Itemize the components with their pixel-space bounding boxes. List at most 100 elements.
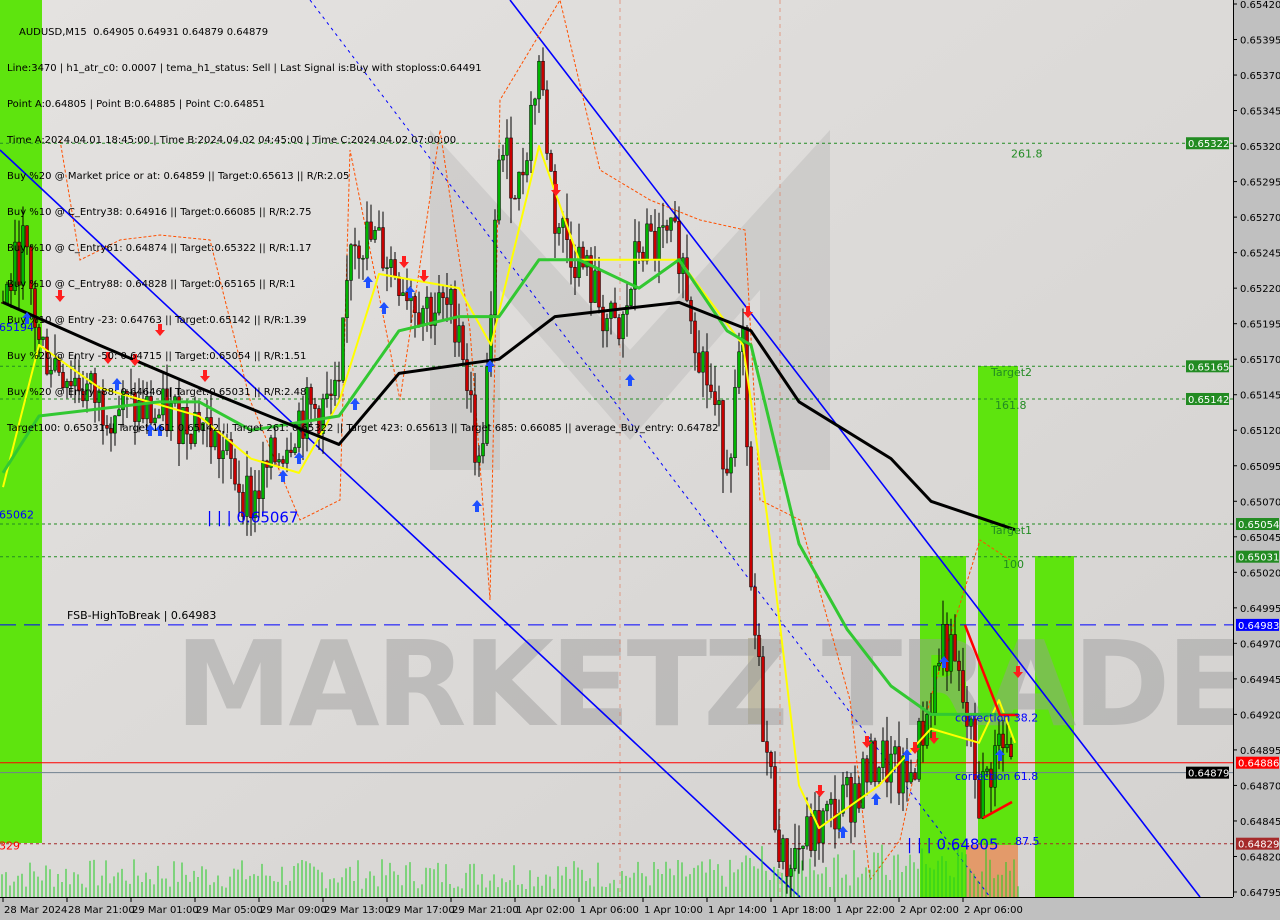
y-tick-label: 0.65295 <box>1240 178 1280 189</box>
candle-body <box>241 492 245 517</box>
envelope-line <box>59 0 1011 882</box>
candle-body <box>301 410 305 439</box>
info-line: Buy %10 @ C_Entry61: 0.64874 || Target:0… <box>7 243 312 254</box>
buy-arrow-icon <box>112 378 122 390</box>
candle-body <box>493 219 497 316</box>
green-ma-line <box>1 258 1015 716</box>
price-tag <box>1236 837 1279 850</box>
y-tick-label: 0.65170 <box>1240 355 1280 366</box>
candle-body <box>461 325 465 360</box>
candle-body <box>909 772 913 783</box>
y-tick-label: 0.65420 <box>1240 0 1280 11</box>
candle-body <box>937 662 941 667</box>
buy-arrow-icon <box>155 424 165 436</box>
sell-arrow-icon <box>1013 666 1023 678</box>
candle-body <box>469 390 473 396</box>
candle-body <box>829 798 833 805</box>
candle-body <box>181 407 185 444</box>
candle-body <box>105 425 109 429</box>
candle-body <box>809 816 813 851</box>
candle-body <box>353 244 357 247</box>
candle-body <box>901 755 905 794</box>
abc-pattern-line <box>963 624 1018 717</box>
candle-body <box>697 352 701 373</box>
y-tick-label: 0.65370 <box>1240 71 1280 82</box>
candle-body <box>889 753 893 783</box>
candle-body <box>73 377 77 387</box>
y-tick-label: 0.65320 <box>1240 142 1280 153</box>
price-tag <box>1186 137 1229 150</box>
candle-body <box>245 475 249 517</box>
chart-annotation: 329 <box>0 839 20 852</box>
candle-body <box>765 741 769 753</box>
candle-body <box>865 758 869 783</box>
info-line: Buy %10 @ C_Entry38: 0.64916 || Target:0… <box>7 207 312 218</box>
candle-body <box>673 217 677 222</box>
candle-body <box>629 289 633 306</box>
candle-body <box>369 221 373 240</box>
candle-body <box>129 392 133 394</box>
candle-body <box>321 398 325 434</box>
buy-arrow-icon <box>902 749 912 761</box>
candle-body <box>685 257 689 301</box>
x-tick-label: 2 Apr 06:00 <box>964 905 1023 916</box>
candle-body <box>93 373 97 403</box>
y-tick-label: 0.64920 <box>1240 710 1280 721</box>
candle-body <box>229 439 233 459</box>
candle-body <box>349 244 353 281</box>
candle-body <box>337 379 341 382</box>
candle-body <box>969 718 973 727</box>
candle-body <box>913 772 917 780</box>
candle-body <box>341 317 345 381</box>
candle-body <box>429 296 433 326</box>
candle-body <box>997 733 1001 746</box>
candle-body <box>273 437 277 463</box>
candle-body <box>949 634 953 672</box>
info-line: Buy %20 @ Market price or at: 0.64859 ||… <box>7 171 350 182</box>
candle-body <box>413 296 417 314</box>
y-tick-label: 0.65070 <box>1240 497 1280 508</box>
candle-body <box>77 377 81 392</box>
candle-body <box>261 460 265 499</box>
candle-body <box>749 446 753 588</box>
candle-body <box>37 327 41 340</box>
info-line: Buy %20 @ Entry -50: 0.64715 || Target:0… <box>7 351 307 362</box>
candle-body <box>401 292 405 296</box>
sell-arrow-icon <box>399 256 409 268</box>
candle-body <box>961 670 965 703</box>
candle-body <box>833 798 837 830</box>
candle-body <box>277 459 281 463</box>
price-tag <box>1186 360 1229 373</box>
price-tag-label: 0.64829 <box>1238 840 1279 851</box>
candle-body <box>729 457 733 474</box>
candle-body <box>557 227 561 234</box>
candle-body <box>989 768 993 788</box>
buy-arrow-icon <box>22 312 32 324</box>
candle-body <box>45 336 49 375</box>
candle-body <box>445 297 449 305</box>
candle-body <box>313 403 317 409</box>
candle-body <box>761 656 765 742</box>
candle-body <box>661 225 665 228</box>
chart-annotation: 100 <box>1003 558 1024 571</box>
candle-body <box>561 218 565 228</box>
target-zone <box>978 366 1018 845</box>
candle-body <box>285 449 289 464</box>
buy-arrow-icon <box>871 793 881 805</box>
x-tick-label: 28 Mar 21:00 <box>68 905 135 916</box>
y-tick-label: 0.65345 <box>1240 107 1280 118</box>
sell-arrow-icon <box>103 352 113 364</box>
candle-body <box>581 246 585 268</box>
candle-body <box>757 634 761 657</box>
candle-body <box>189 433 193 444</box>
buy-arrow-icon <box>838 826 848 838</box>
candle-body <box>953 634 957 662</box>
candle-body <box>185 407 189 435</box>
candle-body <box>773 766 777 831</box>
price-tag-label: 0.65054 <box>1238 520 1279 531</box>
candle-body <box>805 816 809 847</box>
candle-body <box>145 396 149 420</box>
candle-body <box>505 137 509 156</box>
candle-body <box>541 60 545 91</box>
